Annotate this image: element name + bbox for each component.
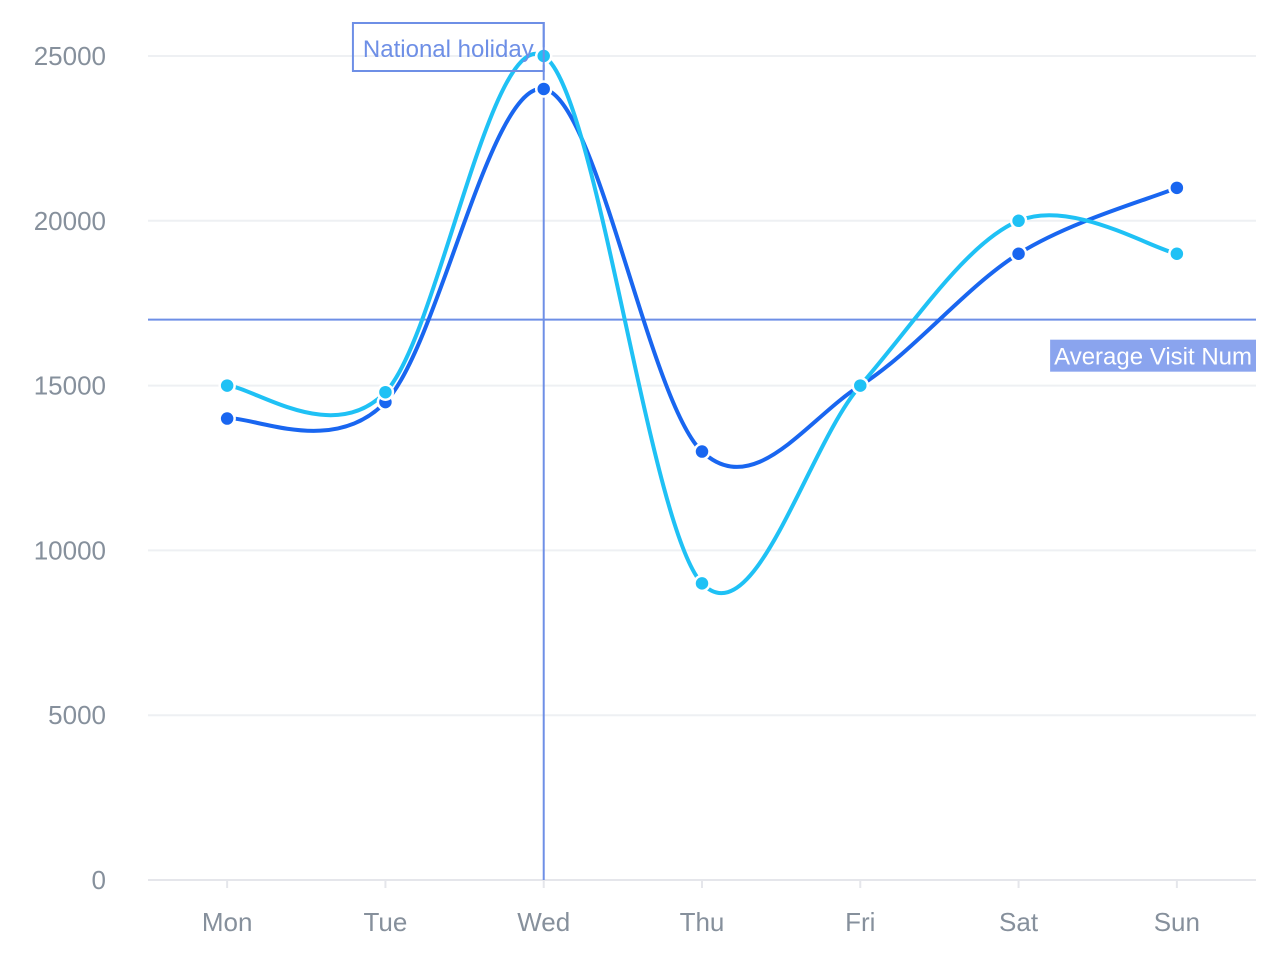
annotation-layer: National holiday Average Visit Num xyxy=(351,22,1256,372)
y-axis: 0 5000 10000 15000 20000 25000 xyxy=(34,41,106,895)
y-tick-label: 25000 xyxy=(34,41,106,71)
data-point xyxy=(1009,245,1028,263)
x-tick-label: Sat xyxy=(999,907,1039,937)
x-tick-label: Tue xyxy=(364,907,408,937)
reference-lines xyxy=(148,22,1256,880)
y-tick-label: 5000 xyxy=(48,700,106,730)
x-axis: Mon Tue Wed Thu Fri Sat Sun xyxy=(148,879,1256,937)
y-tick-label: 0 xyxy=(92,865,106,895)
data-point xyxy=(218,409,236,428)
data-point xyxy=(376,383,395,401)
y-tick-label: 20000 xyxy=(34,206,106,236)
average-label-box xyxy=(1050,339,1256,372)
y-tick-label: 15000 xyxy=(34,371,106,401)
point-layer xyxy=(218,47,1186,593)
data-point xyxy=(1168,179,1186,197)
data-point xyxy=(1168,245,1186,263)
data-point xyxy=(693,574,711,593)
data-point xyxy=(851,376,870,395)
series-layer xyxy=(225,51,1179,595)
x-tick-label: Fri xyxy=(845,907,875,937)
series-line-2 xyxy=(225,51,1179,595)
holiday-label-box xyxy=(351,22,545,72)
data-point xyxy=(1009,212,1028,230)
x-tick-label: Thu xyxy=(680,907,725,937)
data-point xyxy=(693,442,711,461)
data-point xyxy=(218,376,236,395)
y-tick-label: 10000 xyxy=(34,535,106,565)
data-point xyxy=(534,80,553,98)
x-tick-label: Wed xyxy=(517,907,570,937)
grid-layer xyxy=(148,55,1256,717)
x-tick-label: Mon xyxy=(202,907,253,937)
series-line-1 xyxy=(225,86,1179,469)
average-label: Average Visit Num xyxy=(1054,344,1252,371)
x-tick-label: Sun xyxy=(1154,907,1200,937)
holiday-label: National holiday xyxy=(363,36,534,63)
